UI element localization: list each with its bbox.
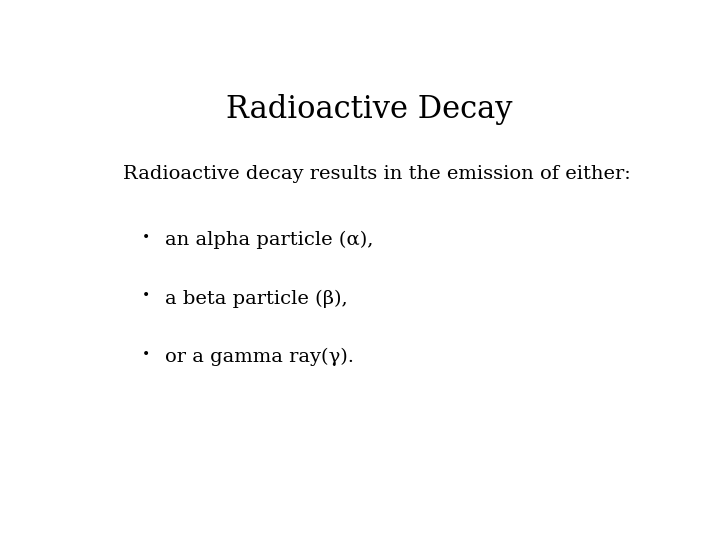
Text: Radioactive Decay: Radioactive Decay (226, 94, 512, 125)
Text: •: • (142, 231, 150, 245)
Text: Radioactive decay results in the emission of either:: Radioactive decay results in the emissio… (124, 165, 631, 183)
Text: •: • (142, 348, 150, 362)
Text: an alpha particle (α),: an alpha particle (α), (166, 231, 374, 249)
Text: a beta particle (β),: a beta particle (β), (166, 289, 348, 308)
Text: •: • (142, 289, 150, 303)
Text: or a gamma ray(γ).: or a gamma ray(γ). (166, 348, 354, 366)
